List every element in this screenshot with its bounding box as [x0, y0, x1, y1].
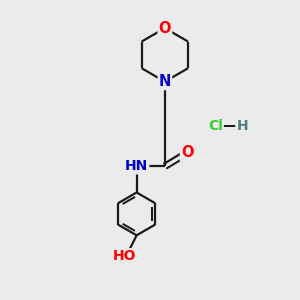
Text: O: O: [181, 146, 194, 160]
Text: HN: HN: [125, 159, 148, 173]
Text: HO: HO: [113, 249, 136, 263]
Text: O: O: [159, 21, 171, 36]
Text: Cl: Cl: [208, 119, 223, 133]
Text: H: H: [236, 119, 248, 133]
Text: N: N: [159, 74, 171, 89]
